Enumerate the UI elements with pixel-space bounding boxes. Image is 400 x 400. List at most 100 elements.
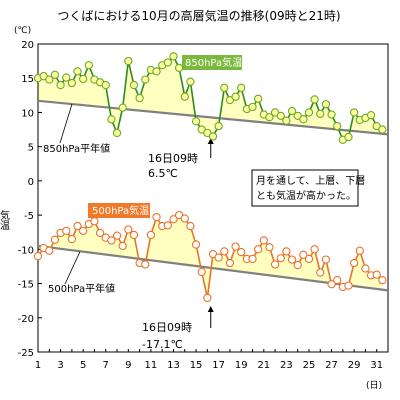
data-point-2 [112,231,122,240]
annotation-850-value: 6.5℃ [148,167,178,180]
data-point-0 [220,83,229,92]
data-point-0 [349,108,359,117]
data-point-0 [112,128,122,138]
normal-line-1 [37,99,389,136]
data-point-0 [141,75,150,84]
data-point-0 [208,132,218,141]
y-tick-label: -5 [24,211,34,222]
data-point-0 [56,80,65,90]
data-point-0 [321,100,331,109]
data-point-0 [174,63,184,73]
note-line-1: 月を通して、上層、下層 [256,175,365,187]
x-tick-label: 19 [235,360,248,371]
data-point-0 [124,56,133,66]
y-tick-label: -10 [18,245,34,256]
x-tick-label: 29 [348,360,361,371]
data-point-2 [50,235,60,244]
data-point-0 [73,67,82,76]
data-point-2 [287,255,297,264]
data-point-2 [107,236,116,245]
data-point-0 [327,110,336,119]
y-tick-label: -25 [18,348,34,359]
y-tick-label: 0 [28,177,34,188]
data-point-2 [67,234,77,244]
data-point-0 [79,74,88,84]
note-line-2: とも気温が高かった。 [256,189,356,202]
note-box: 月を通して、上層、下層 とも気温が高かった。 [251,169,365,207]
data-point-0 [304,108,314,117]
data-point-2 [79,226,88,236]
data-point-0 [118,103,127,112]
data-point-0 [276,111,285,121]
data-point-0 [282,116,291,125]
data-point-2 [163,221,172,230]
data-point-2 [265,243,274,252]
annotation-500-value: -17.1℃ [142,338,183,351]
label-500hpa: 500hPa気温 [88,203,150,218]
label-850hpa-normal: 850hPa平年値 [43,142,110,155]
data-point-0 [107,115,116,124]
data-point-0 [101,80,110,90]
y-tick-label: 10 [21,108,34,119]
data-point-2 [124,225,133,234]
data-point-2 [276,254,285,263]
data-point-2 [327,280,336,289]
fill-area-2 [38,215,383,298]
data-point-2 [62,226,71,236]
data-point-2 [146,230,156,240]
y-tick-label: -15 [18,280,34,291]
y-tick-label: 15 [21,74,34,85]
x-unit-label: (日) [366,380,382,391]
data-point-2 [191,240,201,249]
data-point-2 [333,275,342,285]
x-tick-label: 23 [280,360,293,371]
data-point-0 [84,61,93,70]
data-point-0 [265,113,274,122]
x-tick-label: 25 [303,360,316,371]
data-point-2 [95,228,105,238]
x-tick-label: 27 [325,360,338,371]
data-point-0 [248,102,257,112]
data-point-2 [293,260,302,270]
arrow-850-head [207,138,214,144]
label-850hpa: 850hPa気温 [182,55,242,70]
data-point-2 [259,236,268,245]
data-point-2 [254,245,263,254]
data-point-2 [186,221,195,231]
data-point-2 [282,247,291,256]
data-point-0 [135,93,144,103]
x-tick-label: 11 [145,360,158,371]
data-point-0 [237,83,246,92]
data-point-2 [316,268,325,277]
data-point-2 [45,246,54,255]
data-point-0 [62,73,71,82]
data-point-0 [287,106,297,116]
data-point-2 [73,221,82,231]
x-tick-label: 21 [257,360,270,371]
data-point-2 [169,215,178,224]
data-point-0 [163,58,172,67]
x-tick-label: 1 [35,360,41,371]
data-point-2 [270,260,280,269]
data-point-2 [225,258,235,268]
data-point-2 [180,214,189,223]
data-point-0 [378,125,387,134]
data-point-0 [214,121,223,131]
label-850hpa-text: 850hPa気温 [185,56,242,69]
data-point-2 [220,247,229,256]
data-point-2 [355,246,364,255]
data-point-0 [50,70,60,79]
data-point-2 [304,254,314,264]
y-tick-label: 20 [21,40,34,51]
leader-850-normal [59,103,73,144]
data-point-0 [254,94,263,103]
x-tick-label: 3 [57,360,63,371]
data-point-2 [344,281,353,290]
data-point-2 [129,230,139,240]
data-point-0 [186,77,195,86]
data-point-0 [129,80,139,90]
y-tick-label: -20 [18,314,34,325]
data-point-2 [248,254,257,264]
data-point-0 [366,111,376,120]
